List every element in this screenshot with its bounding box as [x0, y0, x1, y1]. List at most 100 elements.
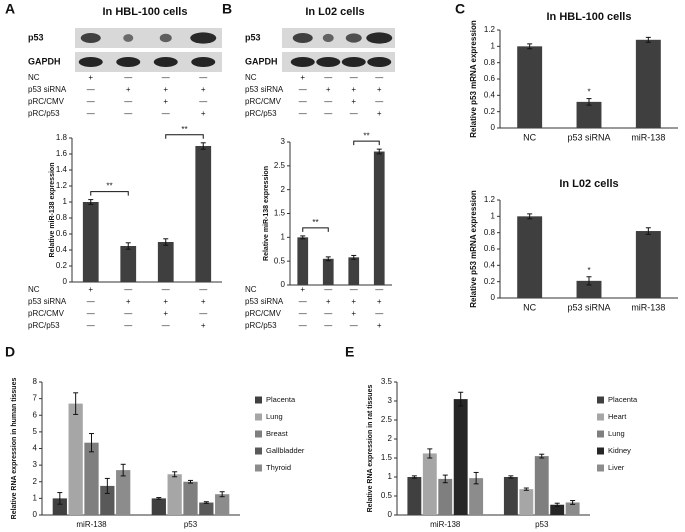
legend-swatch [255, 413, 262, 421]
y-axis-label: Relative p53 mRNA expression [469, 20, 478, 138]
significance-bracket [90, 191, 129, 196]
y-tick-label: 5 [33, 427, 38, 436]
y-tick-label: 0.8 [56, 213, 68, 222]
bar [453, 399, 468, 515]
condition-mark: + [326, 85, 331, 94]
error-bar [172, 471, 178, 478]
y-tick-label: 8 [33, 377, 38, 386]
y-axis-label: Relative miR-138 expression [263, 166, 270, 261]
y-tick-label: 2 [281, 185, 286, 194]
x-tick-label: miR-138 [76, 520, 107, 529]
blot-band [316, 57, 341, 67]
y-tick-label: 0.6 [484, 244, 496, 253]
x-tick-label: NC [523, 132, 536, 142]
legend-swatch [597, 413, 604, 421]
bar [199, 502, 214, 515]
bar [157, 242, 174, 282]
bar [635, 231, 661, 298]
condition-mark: — [324, 73, 332, 82]
blot-band [153, 57, 178, 67]
condition-label: NC [245, 285, 257, 294]
legend-label: Gallbladder [266, 446, 305, 455]
condition-mark: — [199, 97, 207, 106]
y-tick-label: 2 [388, 434, 393, 443]
condition-mark: — [324, 97, 332, 106]
y-tick-label: 0 [281, 280, 286, 289]
condition-mark: — [162, 321, 170, 330]
condition-mark: — [350, 285, 358, 294]
condition-mark: — [124, 109, 132, 118]
condition-mark: + [88, 285, 93, 294]
condition-mark: + [163, 85, 168, 94]
bar [576, 101, 602, 128]
condition-label: pRC/CMV [245, 97, 282, 106]
y-tick-label: 1.2 [56, 181, 68, 190]
condition-mark: + [377, 109, 382, 118]
bar [550, 504, 565, 515]
legend-swatch [255, 447, 262, 455]
significance-label: ** [363, 131, 369, 140]
y-tick-label: 1 [63, 197, 68, 206]
y-axis-label: Relative RNA expression in human tissues [11, 378, 18, 520]
condition-mark: — [375, 97, 383, 106]
error-bar [376, 148, 382, 155]
legend-label: Kidney [608, 446, 631, 455]
blot-band [191, 57, 216, 67]
bar [84, 442, 99, 515]
error-bar [411, 475, 417, 479]
condition-mark: + [377, 297, 382, 306]
condition-label: pRC/CMV [245, 309, 282, 318]
significance-label: ** [181, 125, 187, 134]
bar [576, 280, 602, 298]
bar [215, 494, 230, 515]
bar [438, 478, 453, 515]
blot-band [366, 32, 393, 44]
condition-label: pRC/p53 [245, 109, 277, 118]
legend-swatch [597, 447, 604, 455]
bar [68, 403, 83, 515]
condition-mark: — [350, 321, 358, 330]
bar [407, 477, 422, 515]
bar [469, 478, 484, 515]
condition-mark: + [163, 309, 168, 318]
blot-band [78, 57, 103, 67]
y-axis-label: Relative p53 mRNA expression [469, 190, 478, 308]
blot-band [116, 57, 141, 67]
y-tick-label: 1.8 [56, 133, 68, 142]
condition-mark: + [351, 309, 356, 318]
condition-mark: + [326, 297, 331, 306]
y-tick-label: 3 [388, 396, 393, 405]
blot-band [80, 33, 101, 43]
bar [82, 202, 99, 282]
blot-band [290, 57, 315, 67]
condition-mark: — [324, 321, 332, 330]
legend-label: Placenta [266, 395, 296, 404]
legend-label: Lung [608, 429, 625, 438]
condition-mark: — [324, 109, 332, 118]
condition-mark: — [375, 309, 383, 318]
bar [195, 146, 212, 282]
blot-band [292, 33, 313, 43]
y-tick-label: 1.4 [56, 165, 68, 174]
significance-bracket [165, 134, 204, 139]
significance-label: * [587, 88, 590, 97]
blot-band [190, 32, 217, 44]
legend-swatch [597, 464, 604, 472]
y-tick-label: 0 [491, 123, 496, 132]
condition-mark: + [126, 297, 131, 306]
error-bar [163, 238, 169, 246]
blot-background [75, 52, 222, 72]
chart-title: In L02 cells [559, 178, 618, 190]
bar [373, 151, 385, 285]
error-bar [125, 242, 131, 250]
condition-mark: + [163, 297, 168, 306]
condition-label: pRC/CMV [28, 97, 65, 106]
y-tick-label: 2 [33, 477, 38, 486]
bar [322, 258, 334, 285]
error-bar [442, 474, 448, 484]
condition-mark: + [351, 85, 356, 94]
y-tick-label: 0.6 [484, 74, 496, 83]
y-tick-label: 0 [33, 510, 38, 519]
error-bar [570, 500, 576, 505]
x-tick-label: NC [523, 302, 536, 312]
